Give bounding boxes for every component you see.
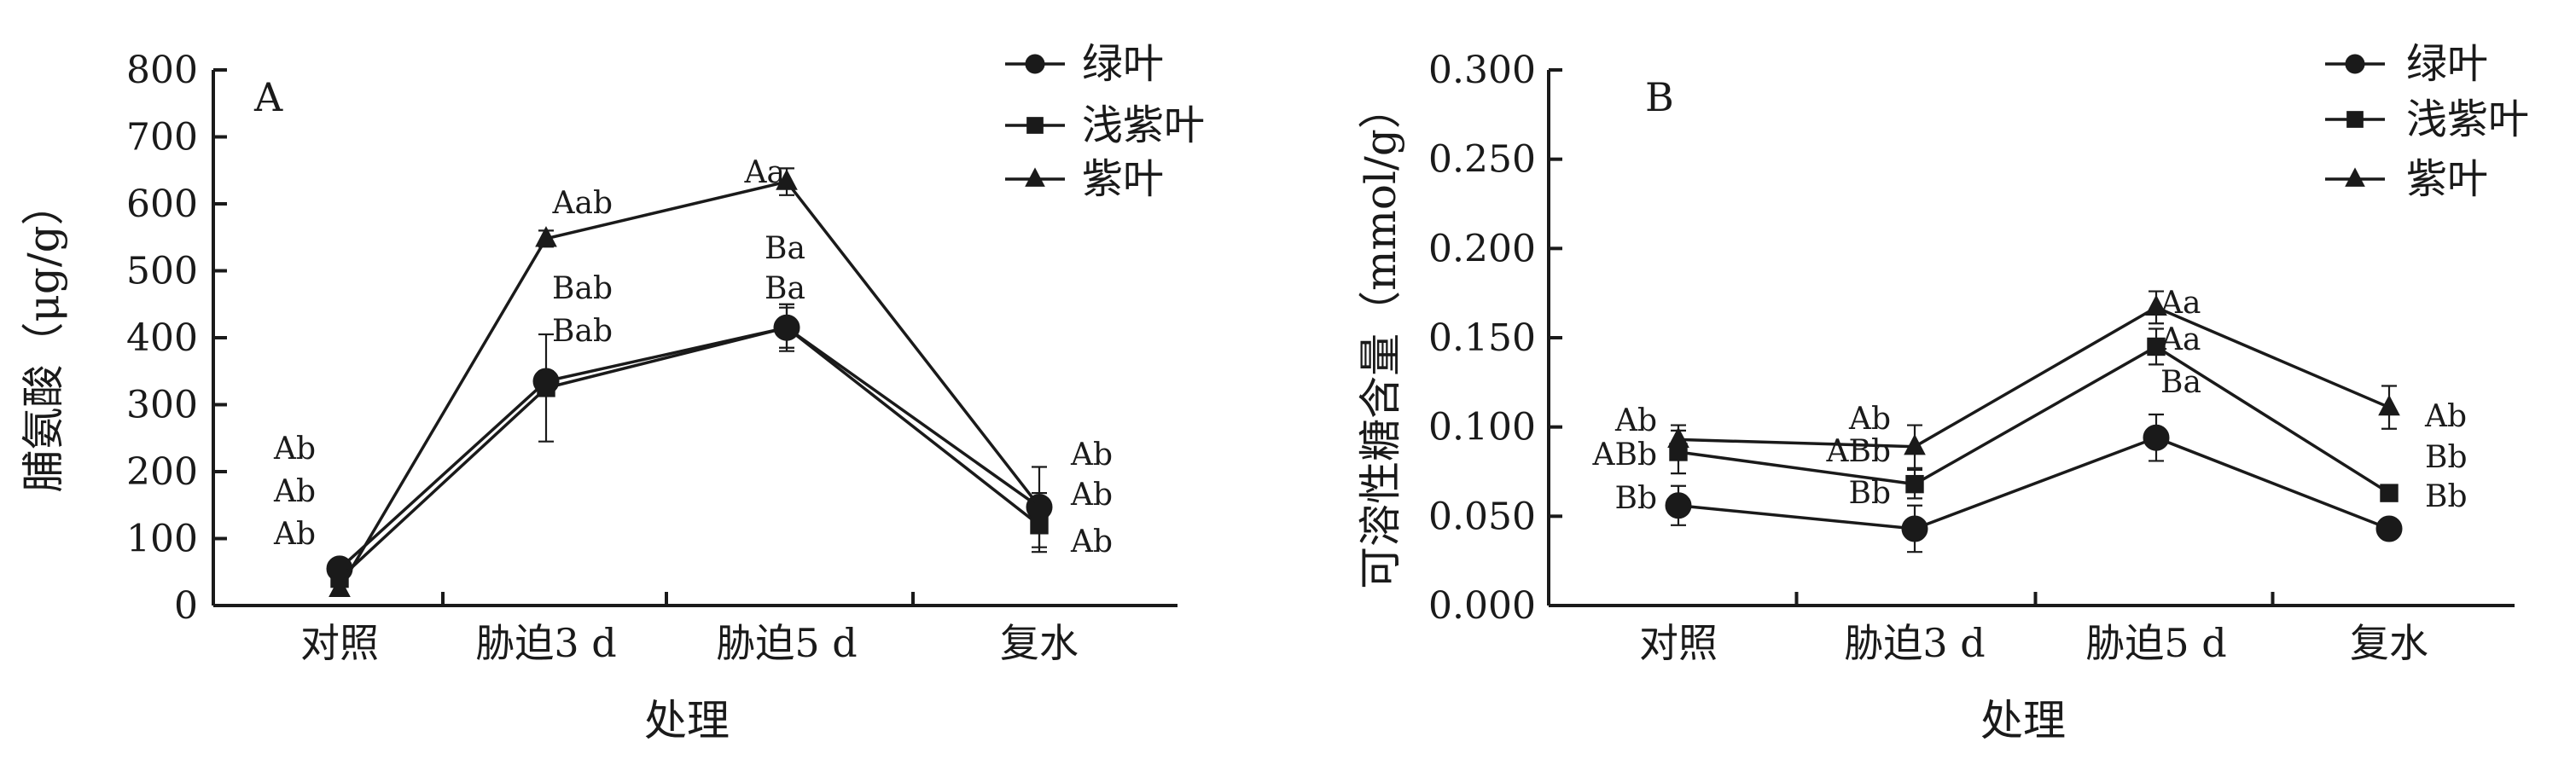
y-axis-title: 可溶性糖含量（mmol/g） <box>1356 86 1405 589</box>
series-line <box>1678 345 2390 495</box>
series-line <box>1678 436 2390 530</box>
data-point <box>535 226 557 247</box>
y-tick-label: 0.250 <box>1428 138 1536 182</box>
series-line <box>338 326 1041 580</box>
data-point <box>537 379 555 397</box>
legend-label: 紫叶 <box>1082 155 1164 203</box>
y-tick-label: 200 <box>126 450 198 494</box>
data-point <box>2147 337 2166 356</box>
x-tick-label: 对照 <box>300 620 379 666</box>
significance-label: Ab <box>273 517 316 552</box>
data-point <box>2143 424 2170 451</box>
x-tick-label: 对照 <box>1639 620 1718 666</box>
legend-label: 紫叶 <box>2406 155 2488 203</box>
y-tick-label: 100 <box>126 518 198 561</box>
y-tick-label: 600 <box>126 183 198 226</box>
significance-label: Ab <box>1848 402 1891 437</box>
y-tick-label: 0.050 <box>1428 495 1536 538</box>
series-square: Ab Bab Ba Ab <box>273 271 1113 588</box>
y-tick-label: 300 <box>126 384 198 427</box>
series-line <box>1678 305 2390 449</box>
x-tick-label: 胁迫3 d <box>1844 620 1985 666</box>
x-tick-label: 复水 <box>2350 620 2428 666</box>
legend-marker <box>2345 54 2365 74</box>
y-tick-label: 0.300 <box>1428 49 1536 92</box>
data-point <box>776 169 798 190</box>
x-tick-label: 胁迫5 d <box>2085 620 2226 666</box>
data-point <box>2375 515 2403 542</box>
y-tick-label: 0.150 <box>1428 316 1536 360</box>
significance-label: Bab <box>552 314 613 349</box>
series-square: ABb ABb Aa Bb <box>1592 322 2468 502</box>
series-triangle: Ab Ab Aa Ab <box>1614 286 2467 469</box>
x-tick-label: 胁迫3 d <box>475 620 616 666</box>
legend-label: 浅紫叶 <box>2406 96 2529 143</box>
data-point <box>329 576 351 597</box>
legend-label: 浅紫叶 <box>1082 101 1205 149</box>
data-point <box>2378 394 2400 416</box>
significance-label: ABb <box>1592 438 1658 472</box>
series-triangle: Ab Aab Aa Ab <box>273 155 1113 597</box>
significance-label: Ab <box>1070 478 1113 513</box>
data-point <box>1901 515 1928 542</box>
legend-label: 绿叶 <box>1082 40 1164 88</box>
y-tick-label: 700 <box>126 116 198 159</box>
significance-label: Ab <box>1070 438 1113 472</box>
significance-label: Bab <box>552 271 613 306</box>
data-point <box>2380 484 2399 502</box>
significance-label: Bb <box>2425 440 2468 475</box>
data-point <box>1905 474 1924 494</box>
y-tick-label: 500 <box>126 250 198 293</box>
legend-label: 绿叶 <box>2406 40 2488 88</box>
y-axis-title: 脯氨酸（μg/g） <box>19 183 68 492</box>
panel-label: B <box>1645 74 1674 120</box>
legend-marker <box>1025 54 1045 74</box>
y-tick-label: 0.200 <box>1428 227 1536 270</box>
x-axis-title: 处理 <box>1980 696 2066 745</box>
series-line <box>338 180 1041 590</box>
significance-label: Aab <box>551 186 613 221</box>
data-point <box>1667 426 1689 448</box>
panel-label: A <box>253 74 283 120</box>
legend-marker <box>1026 117 1044 134</box>
y-tick-label: 400 <box>126 316 198 360</box>
significance-label: Ab <box>273 432 316 467</box>
significance-label: Ba <box>765 271 805 306</box>
series-line <box>338 326 1041 571</box>
data-point <box>2145 294 2167 316</box>
significance-label: Bb <box>1615 481 1658 516</box>
y-tick-label: 800 <box>126 49 198 92</box>
data-point <box>1028 494 1050 515</box>
legend-marker <box>2346 111 2364 128</box>
data-point <box>1665 492 1692 519</box>
significance-label: Ab <box>2424 399 2467 434</box>
data-point <box>1904 433 1926 455</box>
legend-marker <box>2345 167 2365 187</box>
significance-label: Aa <box>744 155 785 190</box>
significance-label: Aa <box>2160 322 2201 357</box>
significance-label: Ab <box>1614 403 1657 438</box>
significance-label: Bb <box>2425 479 2468 514</box>
legend-marker <box>1025 167 1045 187</box>
significance-label: Aa <box>2160 286 2201 321</box>
chart-panel-a: 0 100 200 300 400 500 600 700 800 对照 胁迫3 d 胁迫5 d 复水处… <box>19 40 1205 745</box>
significance-label: Ab <box>1070 524 1113 559</box>
y-tick-label: 0.000 <box>1428 584 1536 628</box>
x-tick-label: 胁迫5 d <box>716 620 857 666</box>
significance-label: Ba <box>765 231 805 266</box>
series-circle: Ab Bab Ba Ab <box>273 231 1113 582</box>
chart-panel-b: 0.000 0.050 0.100 0.150 0.200 0.250 0.300 对照 胁迫3… <box>1356 40 2529 745</box>
significance-label: ABb <box>1826 434 1892 469</box>
y-tick-label: 0 <box>174 584 198 628</box>
x-tick-label: 复水 <box>1000 620 1079 666</box>
y-tick-label: 0.100 <box>1428 406 1536 449</box>
data-point <box>777 318 796 337</box>
significance-label: Bb <box>1849 476 1892 511</box>
significance-label: Ab <box>273 474 316 509</box>
x-axis-title: 处理 <box>644 696 730 745</box>
